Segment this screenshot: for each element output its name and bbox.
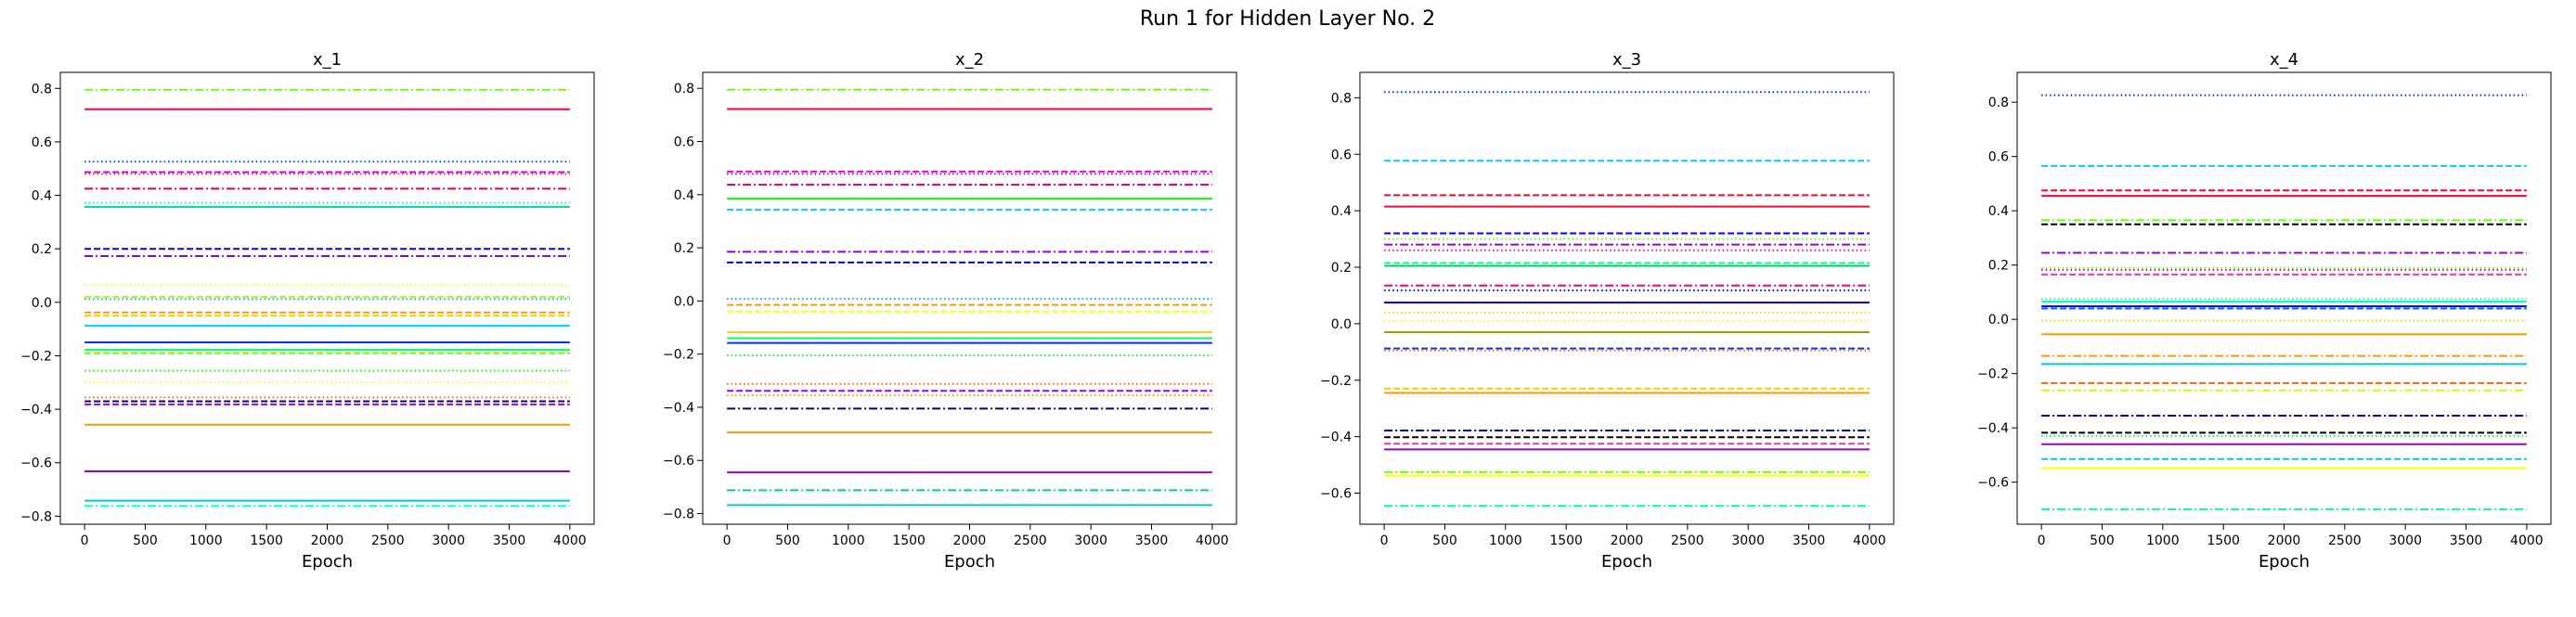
y-tick-label: 0.0 xyxy=(1331,317,1352,332)
y-tick-label: 0.0 xyxy=(674,294,694,309)
y-tick-label: 0.6 xyxy=(32,135,52,150)
y-tick-label: −0.8 xyxy=(663,508,694,522)
x-tick-label: 1500 xyxy=(892,533,926,548)
x-tick-label: 500 xyxy=(2090,533,2115,548)
x-tick-label: 0 xyxy=(81,533,89,548)
x-tick-label: 1500 xyxy=(250,533,283,548)
x-tick-label: 3000 xyxy=(1074,533,1107,548)
x-tick-label: 1500 xyxy=(2207,533,2240,548)
y-tick-label: 0.6 xyxy=(674,135,694,149)
y-tick-label: 0.2 xyxy=(32,242,52,257)
y-tick-label: 0.6 xyxy=(1988,150,2009,165)
y-tick-label: 0.2 xyxy=(1988,259,2009,274)
x-tick-label: 1000 xyxy=(1489,533,1522,548)
x-tick-label: 2500 xyxy=(1671,533,1704,548)
y-tick-label: −0.6 xyxy=(1320,487,1352,502)
subplot-4: 0 500 1000 1500 2000 2500 3000 3500 4000 −0.6 −0.4… xyxy=(1977,50,2552,572)
y-tick-label: −0.4 xyxy=(663,401,694,416)
y-tick-label: −0.8 xyxy=(20,509,52,524)
figure-title: Run 1 for Hidden Layer No. 2 xyxy=(1140,7,1435,31)
x-tick-label: 3000 xyxy=(1731,533,1765,548)
x-tick-label: 1000 xyxy=(2146,533,2180,548)
x-tick-label: 3500 xyxy=(1793,533,1826,548)
y-tick-label: −0.4 xyxy=(1977,421,2009,436)
x-tick-label: 4000 xyxy=(1196,533,1229,548)
y-tick-label: −0.6 xyxy=(663,454,694,469)
y-tick-label: 0.4 xyxy=(1331,204,1352,219)
y-tick-label: 0.0 xyxy=(1988,313,2009,328)
y-tick-label: −0.4 xyxy=(1320,431,1352,445)
y-tick-label: 0.8 xyxy=(1331,91,1352,106)
y-tick-label: −0.2 xyxy=(1977,367,2009,382)
y-tick-label: 0.8 xyxy=(32,82,52,96)
y-tick-label: 0.8 xyxy=(674,82,694,96)
x-tick-label: 2500 xyxy=(2328,533,2362,548)
x-tick-label: 500 xyxy=(775,533,800,548)
y-tick-label: 0.2 xyxy=(1331,261,1352,276)
x-tick-label: 0 xyxy=(1380,533,1389,548)
y-tick-label: 0.4 xyxy=(1988,204,2009,219)
x-tick-label: 1500 xyxy=(1549,533,1583,548)
x-axis-label: Epoch xyxy=(1601,552,1652,572)
x-tick-label: 4000 xyxy=(1853,533,1886,548)
subplot-2: 0 500 1000 1500 2000 2500 3000 3500 4000 −0.8 −0.6… xyxy=(663,50,1237,572)
x-axis-label: Epoch xyxy=(944,552,995,572)
x-tick-label: 3500 xyxy=(2450,533,2483,548)
x-tick-label: 3500 xyxy=(493,533,526,548)
y-tick-label: 0.0 xyxy=(32,296,52,311)
x-tick-label: 4000 xyxy=(2510,533,2544,548)
y-tick-label: 0.4 xyxy=(674,188,694,203)
y-tick-label: 0.4 xyxy=(32,189,52,204)
y-tick-label: 0.6 xyxy=(1331,148,1352,162)
x-tick-label: 1000 xyxy=(832,533,865,548)
x-axis-label: Epoch xyxy=(2259,552,2310,572)
x-tick-label: 3000 xyxy=(2388,533,2422,548)
y-tick-label: −0.4 xyxy=(20,403,52,418)
x-tick-label: 2000 xyxy=(311,533,344,548)
x-tick-label: 4000 xyxy=(553,533,587,548)
y-tick-label: −0.2 xyxy=(1320,374,1352,389)
x-tick-label: 2500 xyxy=(1014,533,1047,548)
y-tick-label: −0.2 xyxy=(663,348,694,363)
x-tick-label: 3500 xyxy=(1135,533,1169,548)
x-tick-label: 0 xyxy=(2038,533,2046,548)
x-tick-label: 2000 xyxy=(953,533,987,548)
x-tick-label: 2000 xyxy=(2268,533,2301,548)
axes-frame xyxy=(1359,71,1895,525)
x-tick-label: 2000 xyxy=(1611,533,1644,548)
x-tick-label: 500 xyxy=(133,533,158,548)
y-tick-label: −0.2 xyxy=(20,349,52,364)
x-tick-label: 3000 xyxy=(432,533,465,548)
y-tick-label: −0.6 xyxy=(20,456,52,471)
y-tick-label: −0.6 xyxy=(1977,476,2009,491)
x-tick-label: 500 xyxy=(1432,533,1457,548)
subplot-3: 0 500 1000 1500 2000 2500 3000 3500 4000 −0.6 −0.4… xyxy=(1320,50,1895,572)
x-tick-label: 0 xyxy=(723,533,731,548)
y-tick-label: 0.2 xyxy=(674,241,694,256)
subplot-title: x_3 xyxy=(1612,50,1641,70)
x-tick-label: 2500 xyxy=(371,533,405,548)
x-tick-label: 1000 xyxy=(189,533,223,548)
y-tick-label: 0.8 xyxy=(1988,96,2009,110)
subplot-title: x_1 xyxy=(313,50,342,70)
subplot-title: x_2 xyxy=(955,50,984,70)
subplot-1: 0 500 1000 1500 2000 2500 3000 3500 4000 −0.8 −0.6… xyxy=(20,50,595,572)
subplot-title: x_4 xyxy=(2270,50,2298,70)
x-axis-label: Epoch xyxy=(302,552,353,572)
